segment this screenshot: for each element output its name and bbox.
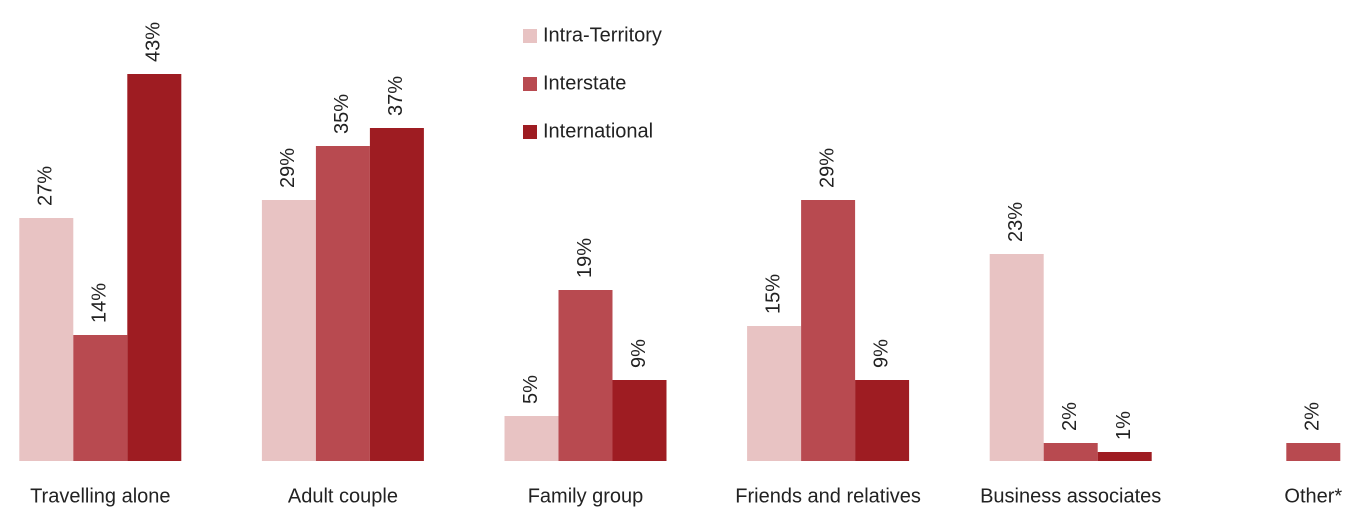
legend-label: Interstate — [543, 72, 626, 94]
data-label: 9% — [628, 339, 650, 368]
bar — [369, 128, 424, 461]
bar — [504, 416, 559, 461]
data-label: 35% — [331, 94, 353, 134]
data-label: 2% — [1302, 402, 1324, 431]
data-label: 19% — [574, 238, 596, 278]
data-label: 23% — [1005, 202, 1027, 242]
data-label: 9% — [870, 339, 892, 368]
x-tick-label: Friends and relatives — [735, 485, 921, 507]
data-label: 29% — [816, 148, 838, 188]
bar — [558, 290, 613, 461]
legend-swatch — [523, 77, 537, 91]
data-label: 43% — [143, 22, 165, 62]
bar — [989, 254, 1044, 461]
data-label: 2% — [1059, 402, 1081, 431]
x-tick-label: Adult couple — [288, 485, 398, 507]
data-label: 37% — [385, 76, 407, 116]
data-label: 5% — [520, 375, 542, 404]
legend-label: Intra-Territory — [543, 24, 662, 46]
bar — [612, 380, 667, 461]
legend-label: International — [543, 120, 653, 142]
data-label: 27% — [35, 166, 57, 206]
bar — [1097, 452, 1152, 461]
x-tick-label: Other* — [1284, 485, 1342, 507]
data-label: 1% — [1113, 411, 1135, 440]
bar — [127, 74, 182, 461]
bar — [315, 146, 370, 461]
data-label: 29% — [277, 148, 299, 188]
legend-swatch — [523, 125, 537, 139]
data-label: 15% — [762, 274, 784, 314]
x-tick-label: Family group — [528, 485, 644, 507]
bar — [19, 218, 74, 461]
bar — [801, 200, 856, 461]
bar — [73, 335, 128, 461]
bar — [747, 326, 802, 461]
bar — [1286, 443, 1341, 461]
x-tick-label: Business associates — [980, 485, 1161, 507]
bar — [1043, 443, 1098, 461]
bar — [261, 200, 316, 461]
data-label: 14% — [89, 283, 111, 323]
bar — [855, 380, 910, 461]
legend-swatch — [523, 29, 537, 43]
x-tick-label: Travelling alone — [30, 485, 170, 507]
